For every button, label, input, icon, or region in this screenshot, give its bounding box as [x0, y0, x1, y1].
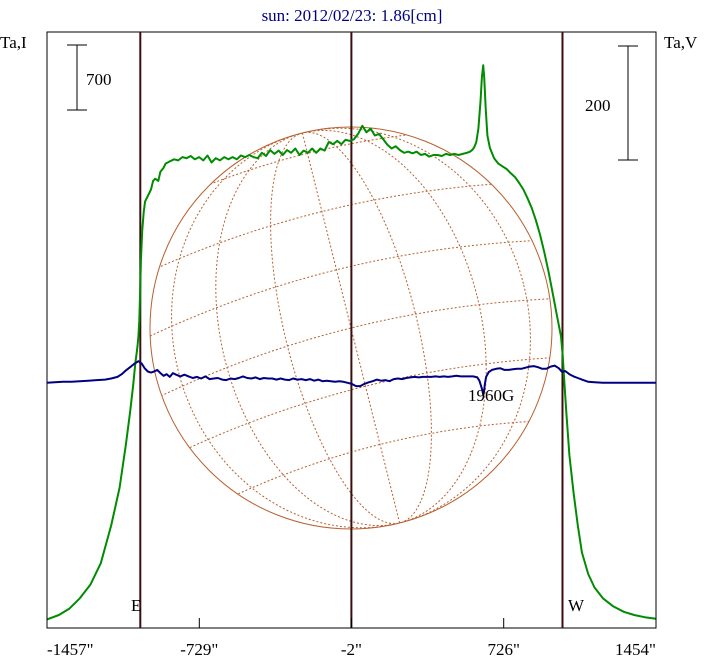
series-line-V — [46, 360, 656, 396]
limb-label-east: E — [131, 596, 141, 615]
x-tick-label: -1457" — [47, 640, 94, 659]
parallel-line — [160, 298, 551, 397]
limb-label-west: W — [568, 596, 585, 615]
series-layer — [46, 64, 657, 621]
limb-lines — [139, 32, 564, 628]
parallel-line — [175, 356, 552, 455]
scale-bar-left — [67, 44, 87, 111]
x-tick-label: -2" — [341, 640, 362, 659]
parallel-line — [209, 419, 552, 509]
scale-bar-right — [618, 45, 638, 161]
scale-bar-left-label: 700 — [86, 70, 112, 89]
parallel-line — [150, 240, 537, 339]
x-tick-label: -729" — [180, 640, 218, 659]
x-tick-label: 1454" — [615, 640, 656, 659]
scale-bar-right-label: 200 — [585, 96, 611, 115]
field-strength-annotation: 1960G — [468, 386, 514, 405]
x-tick-label: 726" — [487, 640, 519, 659]
x-axis: -1457" -729" -2" 726" 1454" — [46, 618, 657, 659]
chart-title: sun: 2012/02/23: 1.86[cm] — [262, 6, 443, 25]
parallel-line — [150, 181, 522, 281]
series-line-I — [46, 64, 657, 621]
right-axis-label: Ta,V — [664, 33, 698, 52]
left-axis-label: Ta,I — [0, 33, 27, 52]
